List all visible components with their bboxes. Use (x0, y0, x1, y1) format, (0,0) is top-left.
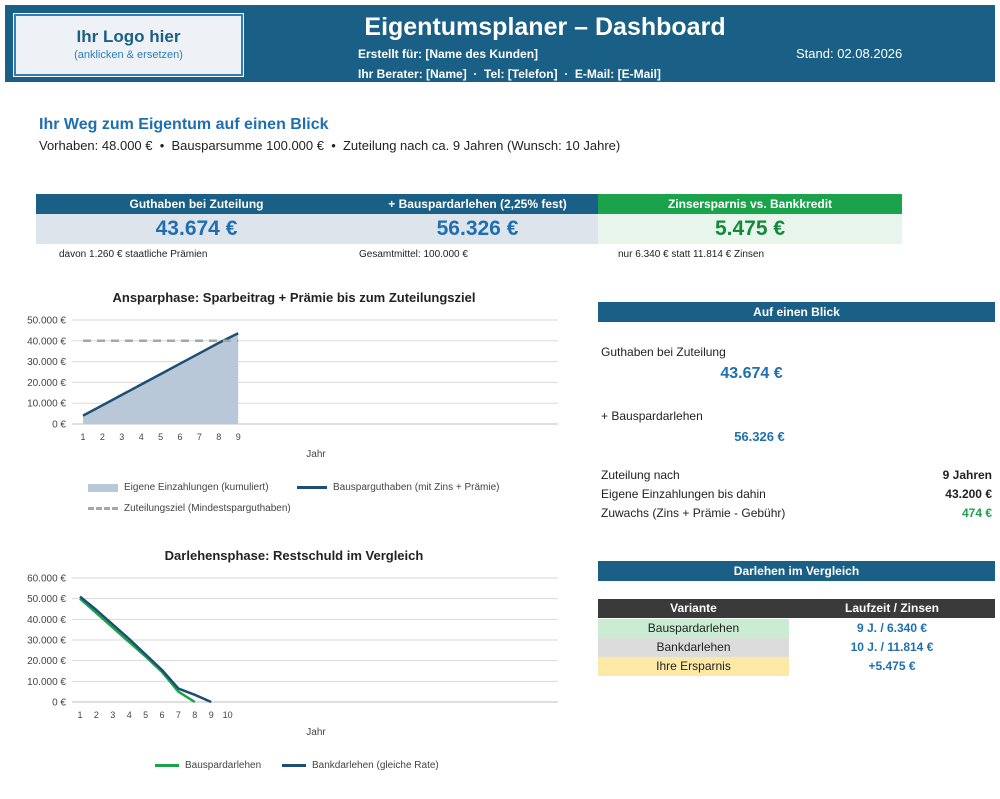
y-tick-label: 10.000 € (27, 677, 66, 688)
compare-row-variant: Bauspardarlehen (598, 619, 789, 638)
chart1-legend-target: Zuteilungsziel (Mindestsparguthaben) (88, 503, 291, 514)
y-tick-label: 50.000 € (27, 316, 66, 327)
chart2-title: Darlehensphase: Restschuld im Vergleich (164, 548, 424, 563)
series-bankdarlehen-gleiche-rate-line (79, 595, 212, 704)
chart2-legend-bauspar: Bauspardarlehen (155, 760, 261, 771)
kpi-zinsersparnis-label: Zinsersparnis vs. Bankkredit (598, 194, 902, 214)
date-stamp: Stand: 02.08.2026 (796, 46, 903, 61)
x-tick-label: 7 (176, 710, 181, 720)
x-tick-label: 4 (127, 710, 132, 720)
y-tick-label: 30.000 € (27, 636, 66, 647)
y-tick-label: 60.000 € (27, 574, 66, 585)
y-tick-label: 50.000 € (27, 594, 66, 605)
compare-row-value-savings: +5.475 € (868, 659, 916, 673)
glance-row-value-growth: 474 € (961, 506, 992, 520)
chart2-legend-bauspar-label: Bauspardarlehen (185, 760, 262, 771)
chart2-xlabel: Jahr (306, 727, 326, 738)
y-tick-label: 30.000 € (27, 357, 66, 368)
glance-header: Auf einen Blick (598, 302, 995, 322)
kpi-darlehen-note: Gesamtmittel: 100.000 € (359, 249, 468, 260)
chart1-legend-deposits-label: Eigene Einzahlungen (kumuliert) (124, 482, 269, 493)
chart2-legend-bank-label: Bankdarlehen (gleiche Rate) (312, 760, 439, 771)
x-tick-label: 9 (236, 432, 241, 442)
x-tick-label: 5 (158, 432, 163, 442)
x-tick-label: 8 (192, 710, 197, 720)
created-for-text: Erstellt für: [Name des Kunden] (358, 47, 539, 61)
x-tick-label: 3 (110, 710, 115, 720)
compare-row-value: 10 J. / 11.814 € (850, 640, 934, 654)
kpi-guthaben-label: Guthaben bei Zuteilung (36, 194, 357, 214)
logo-text: Ihr Logo hier (76, 27, 181, 46)
section-title: Ihr Weg zum Eigentum auf einen Blick (39, 116, 329, 133)
series-bausparguthaben-mit-zins-prämie-line (82, 332, 239, 417)
chart1-legend-balance: Bausparguthaben (mit Zins + Prämie) (297, 482, 499, 493)
x-tick-label: 1 (77, 710, 82, 720)
compare-row-value: 9 J. / 6.340 € (856, 621, 928, 635)
glance-row-value: 9 Jahren (942, 468, 992, 482)
savings-chart: 0 € 10.000 € 20.000 € 30.000 € 40.000 € 50.00… (27, 316, 558, 442)
x-tick-label: 7 (197, 432, 202, 442)
series-eigene-einzahlungen-kumuliert-area (83, 334, 239, 424)
chart1-xlabel: Jahr (306, 449, 326, 460)
glance-row-label: Eigene Einzahlungen bis dahin (601, 487, 766, 501)
series-bauspardarlehen-line (79, 597, 196, 704)
advisor-contact-text: Ihr Berater: [Name] · Tel: [Telefon] · E… (358, 67, 661, 81)
y-tick-label: 0 € (52, 698, 66, 709)
glance-darlehen-value: 56.326 € (734, 429, 785, 444)
y-tick-label: 20.000 € (27, 656, 66, 667)
x-tick-label: 5 (143, 710, 148, 720)
loan-chart: 0 € 10.000 € 20.000 € 30.000 € 40.000 € 50.00… (27, 574, 558, 720)
x-tick-label: 3 (119, 432, 124, 442)
glance-guthaben-label: Guthaben bei Zuteilung (601, 345, 726, 359)
chart1-legend-balance-label: Bausparguthaben (mit Zins + Prämie) (333, 482, 500, 493)
x-tick-label: 4 (139, 432, 144, 442)
kpi-guthaben-value: 43.674 € (36, 214, 357, 244)
section-subtitle: Vorhaben: 48.000 € • Bausparsumme 100.00… (39, 138, 621, 153)
dashboard-title: Eigentumsplaner – Dashboard (364, 13, 726, 41)
kpi-zinsersparnis-value: 5.475 € (598, 214, 902, 244)
x-tick-label: 1 (80, 432, 85, 442)
x-tick-label: 10 (223, 710, 233, 720)
compare-row-variant: Bankdarlehen (598, 638, 789, 657)
glance-guthaben-value: 43.674 € (720, 365, 783, 382)
y-tick-label: 10.000 € (27, 399, 66, 410)
logo-hint: (anklicken & ersetzen) (74, 49, 183, 61)
glance-darlehen-label: + Bauspardarlehen (601, 409, 703, 423)
kpi-guthaben-note: davon 1.260 € staatliche Prämien (59, 249, 208, 260)
chart1-title: Ansparphase: Sparbeitrag + Prämie bis zu… (112, 290, 476, 305)
kpi-darlehen-label: + Bauspardarlehen (2,25% fest) (357, 194, 598, 214)
x-tick-label: 9 (209, 710, 214, 720)
kpi-zinsersparnis-note: nur 6.340 € statt 11.814 € Zinsen (618, 249, 765, 260)
x-tick-label: 6 (159, 710, 164, 720)
y-tick-label: 0 € (52, 420, 66, 431)
x-tick-label: 2 (100, 432, 105, 442)
y-tick-label: 40.000 € (27, 336, 66, 347)
y-tick-label: 40.000 € (27, 615, 66, 626)
glance-row-label: Zuteilung nach (601, 468, 680, 482)
glance-row-label: Zuwachs (Zins + Prämie - Gebühr) (601, 506, 786, 520)
x-tick-label: 8 (216, 432, 221, 442)
compare-header: Darlehen im Vergleich (598, 561, 995, 581)
y-tick-label: 20.000 € (27, 378, 66, 389)
x-tick-label: 2 (94, 710, 99, 720)
compare-col-terms: Laufzeit / Zinsen (789, 599, 995, 618)
header-bar: Ihr Logo hier (anklicken & ersetzen) Eig… (5, 5, 995, 82)
chart2-legend-bank: Bankdarlehen (gleiche Rate) (282, 760, 439, 771)
compare-col-variant: Variante (598, 599, 789, 618)
logo-placeholder[interactable]: Ihr Logo hier (anklicken & ersetzen) (13, 13, 244, 77)
chart1-legend-deposits: Eigene Einzahlungen (kumuliert) (88, 482, 269, 493)
glance-row-value: 43.200 € (945, 487, 992, 501)
compare-row-variant: Ihre Ersparnis (598, 657, 789, 676)
chart1-legend-target-label: Zuteilungsziel (Mindestsparguthaben) (124, 503, 291, 514)
x-tick-label: 6 (177, 432, 182, 442)
kpi-darlehen-value: 56.326 € (357, 214, 598, 244)
